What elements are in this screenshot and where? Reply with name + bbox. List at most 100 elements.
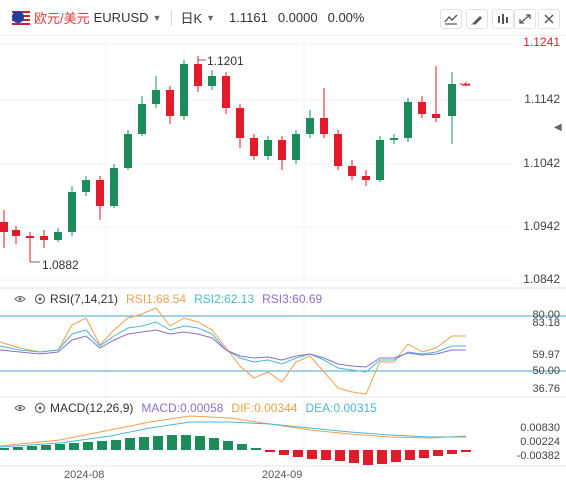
rsi-axis-label: 36.76 [532,383,560,395]
macd-histogram-bar [307,450,317,459]
macd-histogram-bar [419,450,429,458]
macd-histogram-bar [363,450,373,465]
close-button[interactable] [538,9,560,29]
y-axis-label: 1.1142 [524,92,560,106]
y-axis-label: 1.1042 [523,156,560,170]
x-axis-label: 2024-08 [64,469,105,481]
brush-button[interactable] [466,9,488,29]
close-icon [544,14,554,24]
eye-icon[interactable] [14,293,26,305]
expand-icon [519,14,531,24]
candle-body [292,134,300,160]
candle-body [306,118,314,134]
chevron-down-icon[interactable]: ▼ [152,12,162,23]
macd-histogram-bar [293,450,303,457]
rsi-axis-label: 80.00 [532,309,560,321]
candle-body [236,108,244,138]
high-annotation: 1.1201 [207,54,244,68]
candle-body [432,114,440,118]
candle-body [278,140,286,160]
rsi2-value: RSI2:62.13 [194,292,255,306]
symbol-code[interactable]: EURUSD [93,10,149,25]
macd-histogram-bar [321,450,331,460]
candle-body [362,176,370,180]
rsi-axis-label: 50.00 [532,365,560,377]
candle-body [26,236,34,238]
macd-histogram-bar [13,447,23,450]
candle-body [462,84,470,86]
candle-body [334,134,342,166]
y-axis-label: 1.0842 [523,272,560,286]
macd-histogram-bar [97,441,107,450]
candle-body [138,104,146,134]
rsi3-value: RSI3:60.69 [262,292,323,306]
macd-histogram-bar [265,450,275,452]
settings-icon[interactable] [34,293,46,305]
period-selector[interactable]: 日K [180,11,203,26]
macd-histogram-bar [433,450,443,456]
rsi1-value: RSI1:68.54 [126,292,187,306]
candle-body [40,236,48,240]
macd-histogram-bar [125,438,135,450]
macd-histogram-bar [0,448,9,450]
macd-histogram-bar [223,441,233,450]
macd-histogram-bar [279,450,289,455]
line-draw-icon [444,14,458,25]
macd-value: MACD:0.00058 [141,401,224,415]
candle-body [264,140,272,156]
macd-histogram-bar [41,445,51,450]
macd-histogram-bar [139,437,149,450]
macd-axis-label: -0.00382 [516,450,560,462]
macd-axis-label: 0.00224 [520,436,560,448]
low-annotation: 1.0882 [42,258,79,272]
settings-icon[interactable] [34,402,46,414]
macd-histogram-bar [377,450,387,464]
macd-histogram-bar [27,446,37,450]
rsi1-line [0,307,466,395]
candle-body [12,230,20,236]
macd-histogram-bar [181,435,191,450]
candle-body [376,140,384,180]
price-change-percent: 0.00% [327,10,365,25]
candle-body [124,134,132,168]
indicator-icon [498,14,508,24]
y-axis-label-top: 1.1241 [523,35,560,49]
macd-histogram-bar [447,450,457,454]
brush-icon [471,16,482,25]
macd-histogram-bar [83,442,93,450]
candle-body [68,192,76,232]
dif-line [0,415,467,447]
rsi-title: RSI(7,14,21) [50,292,119,306]
eye-icon[interactable] [14,402,26,414]
macd-histogram-bar [69,443,79,450]
toolbar: 欧元/美元 EURUSD ▼ 日K ▼ 1.1161 0.0000 0.00% [0,0,566,36]
macd-header: MACD(12,26,9) MACD:0.00058 DIF:0.00344 D… [0,399,377,417]
macd-axis-label: 0.00830 [520,422,560,434]
candle-body [250,138,258,156]
candle-body [448,84,456,116]
dea-line [0,421,466,448]
candle-body [208,76,216,86]
collapse-arrow-icon[interactable]: ◀ [554,122,562,133]
macd-histogram-bar [153,436,163,450]
indicator-button[interactable] [492,9,514,29]
rsi-axis-label: 59.97 [532,349,560,361]
macd-title: MACD(12,26,9) [50,401,134,415]
candle-body [0,222,8,232]
price-change: 0.0000 [277,10,318,25]
candle-body [320,118,328,134]
symbol-name[interactable]: 欧元/美元 [34,11,90,26]
macd-histogram-bar [111,440,121,450]
dea-value: DEA:0.00315 [305,401,377,415]
eu-us-flag-icon [12,10,30,25]
line-draw-button[interactable] [440,9,462,29]
candle-body [152,90,160,104]
candle-body [194,64,202,86]
chevron-down-icon[interactable]: ▼ [206,12,216,23]
expand-button[interactable] [514,9,536,29]
y-axis-label: 1.0942 [523,219,560,233]
macd-histogram-bar [209,438,219,450]
candle-body [54,232,62,240]
